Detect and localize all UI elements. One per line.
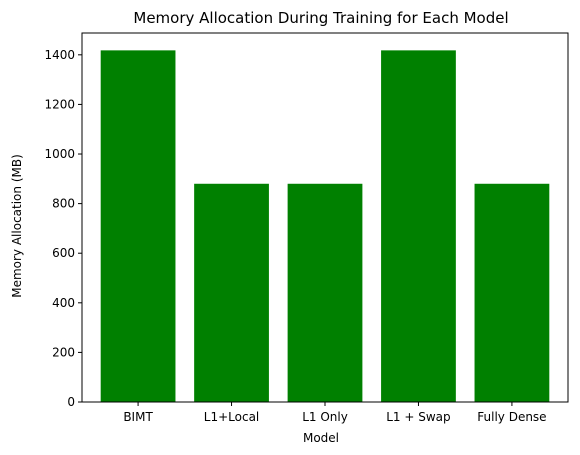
bar-1 [194,183,269,402]
y-tick-label-1: 200 [52,345,75,359]
x-axis-label: Model [303,431,339,445]
y-tick-label-2: 400 [52,296,75,310]
bar-0 [100,50,176,403]
y-tick-label-0: 0 [67,395,75,409]
x-tick-label-0: BIMT [123,410,153,424]
y-axis-label: Memory Allocation (MB) [10,154,24,298]
chart-title: Memory Allocation During Training for Ea… [133,9,508,27]
plot-area: BIMT L1+Local L1 Only L1 + Swap Fully Dense 0… [44,32,569,424]
x-tick-label-3: L1 + Swap [386,410,450,424]
bar-3 [381,50,456,403]
x-tick-label-4: Fully Dense [477,410,546,424]
bar-2 [287,183,363,402]
x-tick-label-2: L1 Only [302,410,348,424]
y-tick-label-6: 1200 [44,97,75,111]
x-tick-label-1: L1+Local [204,410,259,424]
bar-4 [474,183,550,402]
y-tick-label-5: 1000 [44,147,75,161]
y-tick-label-3: 600 [52,246,75,260]
y-tick-label-4: 800 [52,197,75,211]
y-tick-label-7: 1400 [44,48,75,62]
